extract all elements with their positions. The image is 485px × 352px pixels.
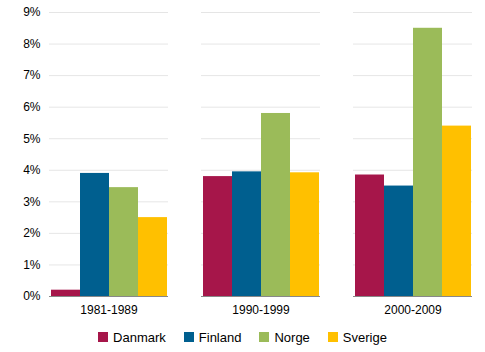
svg-text:5%: 5% (23, 132, 41, 146)
svg-text:9%: 9% (23, 5, 41, 19)
html-text:Danmark: Danmark (113, 329, 166, 345)
svg-text:1%: 1% (23, 258, 41, 272)
svg-text:7%: 7% (23, 68, 41, 82)
svg-text:3%: 3% (23, 195, 41, 209)
svg-text:1981-1989: 1981-1989 (80, 303, 138, 317)
svg-text:2%: 2% (23, 226, 41, 240)
svg-text:8%: 8% (23, 37, 41, 51)
svg-text:0%: 0% (23, 289, 41, 303)
svg-text:6%: 6% (23, 100, 41, 114)
svg-text:4%: 4% (23, 163, 41, 177)
svg-text:2000-2009: 2000-2009 (384, 303, 442, 317)
html-text:Norge: Norge (274, 329, 310, 345)
html-text:Finland: Finland (198, 329, 242, 345)
svg-text:1990-1999: 1990-1999 (232, 303, 290, 317)
html-text:Sverige: Sverige (342, 329, 387, 345)
